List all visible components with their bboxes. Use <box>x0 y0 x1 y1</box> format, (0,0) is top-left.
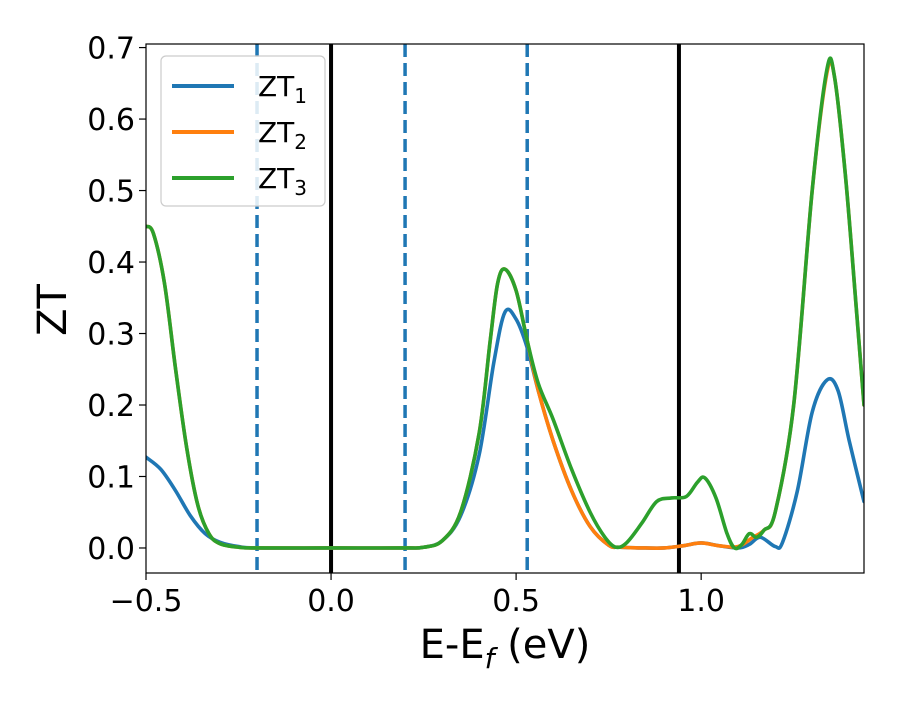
legend-label-zt3: ZT3 <box>258 162 307 200</box>
plot-area: −0.5 0.0 0.5 1.0 0.0 0.1 0.2 0.3 0.4 0.5 0.6 0.7 E… <box>30 32 865 675</box>
y-tick-label: 0.0 <box>87 532 135 567</box>
y-tick-label: 0.2 <box>87 389 135 424</box>
x-tick-label: 0.5 <box>492 584 540 619</box>
x-axis-ticks: −0.5 0.0 0.5 1.0 <box>110 573 725 619</box>
y-tick-label: 0.5 <box>87 175 135 210</box>
legend-label-zt2: ZT2 <box>258 116 307 154</box>
x-axis-label-main: E-E <box>420 622 485 668</box>
y-axis-ticks: 0.0 0.1 0.2 0.3 0.4 0.5 0.6 0.7 <box>87 32 146 567</box>
x-axis-label: E-Ef (eV) <box>420 622 591 675</box>
legend-label-main: ZT <box>258 162 295 195</box>
x-tick-label: −0.5 <box>110 584 183 619</box>
legend-label-sub: 1 <box>294 84 307 108</box>
y-axis-label: ZT <box>30 284 76 336</box>
x-tick-label: 1.0 <box>677 584 725 619</box>
x-axis-label-unit: (eV) <box>494 622 590 668</box>
legend-box <box>160 55 326 207</box>
y-tick-label: 0.1 <box>87 460 135 495</box>
legend-label-zt1: ZT1 <box>258 70 307 108</box>
y-tick-label: 0.7 <box>87 32 135 67</box>
y-tick-label: 0.3 <box>87 318 135 353</box>
series-line-zt3 <box>146 56 864 551</box>
series-lines <box>146 56 864 551</box>
plot-frame <box>145 43 865 574</box>
x-tick-label: 0.0 <box>307 584 355 619</box>
legend-label-main: ZT <box>258 116 295 149</box>
legend-label-sub: 3 <box>294 176 307 200</box>
series-line-zt1 <box>146 307 864 550</box>
legend-label-sub: 2 <box>294 130 307 154</box>
y-tick-label: 0.4 <box>87 246 135 281</box>
legend-label-main: ZT <box>258 70 295 103</box>
y-tick-label: 0.6 <box>87 103 135 138</box>
